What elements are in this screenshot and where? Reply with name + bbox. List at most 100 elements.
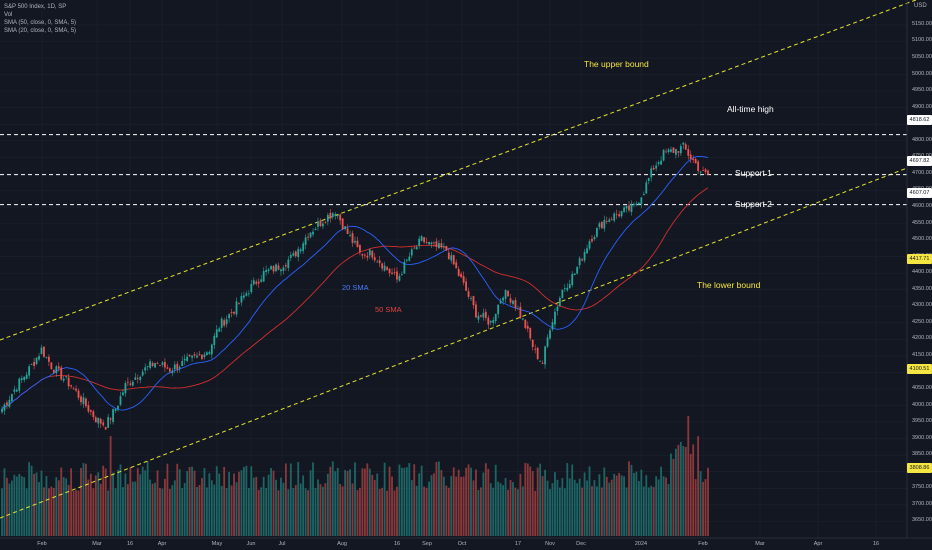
volume-bar	[682, 446, 685, 536]
volume-bar	[408, 462, 411, 536]
candle-body	[637, 202, 640, 205]
candle-body	[245, 293, 248, 296]
candle-body	[563, 288, 566, 289]
volume-bar	[289, 463, 292, 536]
volume-bar	[593, 480, 596, 536]
volume-bar	[633, 473, 635, 536]
candle-body	[359, 245, 361, 252]
volume-bar	[440, 469, 443, 536]
candle-body	[307, 236, 309, 238]
candle-body	[20, 378, 23, 380]
candle-body	[514, 300, 517, 309]
candle-body	[48, 356, 50, 362]
price-tick: 4250.00	[912, 318, 932, 325]
candle-body	[430, 242, 433, 245]
volume-bar	[218, 473, 221, 536]
volume-bar	[312, 462, 314, 536]
volume-bar	[220, 485, 223, 536]
candle-body	[282, 267, 285, 271]
candle-body	[297, 248, 300, 258]
candle-body	[260, 279, 263, 282]
candle-body	[43, 346, 45, 357]
volume-bar	[245, 465, 248, 536]
candle-body	[702, 170, 704, 171]
volume-bar	[573, 479, 576, 536]
time-tick: May	[211, 541, 223, 547]
candle-body	[35, 357, 38, 364]
candle-body	[181, 360, 184, 367]
candle-body	[284, 265, 287, 267]
candle-body	[238, 302, 240, 304]
volume-bar	[129, 467, 132, 536]
candle-body	[329, 212, 332, 219]
volume-bar	[433, 473, 435, 536]
candle-body	[420, 236, 423, 241]
candle-body	[433, 242, 435, 244]
volume-bar	[672, 458, 675, 536]
volume-bar	[171, 485, 174, 536]
volume-bar	[294, 485, 297, 536]
volume-bar	[628, 461, 630, 536]
candle-body	[539, 360, 542, 362]
legend-sma20[interactable]: SMA (20, close, 0, SMA, 5)	[4, 28, 77, 34]
volume-bar	[675, 448, 677, 536]
candle-body	[524, 319, 527, 329]
price-tick: 4350.00	[912, 285, 932, 292]
candle-body	[134, 377, 137, 380]
candle-body	[470, 298, 472, 299]
volume-bar	[55, 477, 58, 536]
candle-body	[85, 398, 87, 407]
price-tick: 3750.00	[912, 484, 932, 491]
candle-body	[45, 356, 48, 358]
volume-bar	[277, 490, 280, 536]
volume-bar	[603, 467, 606, 536]
volume-bar	[381, 487, 384, 536]
legend-sma50[interactable]: SMA (50, close, 0, SMA, 5)	[4, 20, 77, 26]
candle-body	[164, 361, 166, 368]
volume-bar	[186, 471, 189, 536]
candle-body	[484, 311, 487, 318]
volume-bar	[122, 487, 124, 536]
volume-bar	[361, 468, 364, 536]
candle-body	[546, 337, 549, 347]
legend-title[interactable]: S&P 500 Index, 1D, SP	[4, 4, 67, 10]
volume-bar	[250, 466, 253, 536]
time-tick: 16	[393, 541, 401, 547]
legend-vol[interactable]: Vol	[4, 12, 13, 18]
candle-body	[697, 161, 700, 171]
lower-bound-label: The lower bound	[697, 280, 761, 290]
volume-bar	[1, 488, 3, 536]
upper-channel-line[interactable]	[0, 0, 932, 341]
candle-body	[667, 149, 670, 152]
candle-body	[67, 377, 70, 387]
volume-bar	[670, 453, 672, 536]
price-tick: 4800.00	[912, 136, 932, 143]
support2-price-tag: 4607.07	[907, 188, 932, 198]
lower-channel-line[interactable]	[0, 167, 908, 519]
volume-bar	[193, 470, 196, 536]
volume-bar	[546, 480, 549, 536]
candle-body	[551, 322, 554, 330]
volume-bar	[243, 467, 245, 536]
candle-body	[247, 293, 250, 295]
candle-body	[450, 255, 453, 261]
volume-bar	[479, 487, 482, 536]
candle-body	[391, 272, 393, 275]
candle-body	[156, 363, 159, 364]
candle-body	[302, 243, 305, 252]
volume-bar	[119, 464, 122, 536]
candle-body	[60, 367, 63, 380]
volume-bar	[363, 468, 366, 536]
volume-price-tag: 3808.86	[907, 463, 932, 473]
trend-channel[interactable]	[0, 0, 932, 519]
candle-body	[487, 317, 490, 325]
candle-body	[349, 235, 351, 236]
volume-bar	[467, 464, 470, 536]
price-tick: 4950.00	[912, 87, 932, 94]
volume-bar	[596, 486, 598, 536]
candle-body	[334, 214, 337, 216]
candle-body	[452, 255, 455, 265]
time-tick: Aug	[337, 541, 347, 547]
volume-bar	[475, 469, 477, 536]
